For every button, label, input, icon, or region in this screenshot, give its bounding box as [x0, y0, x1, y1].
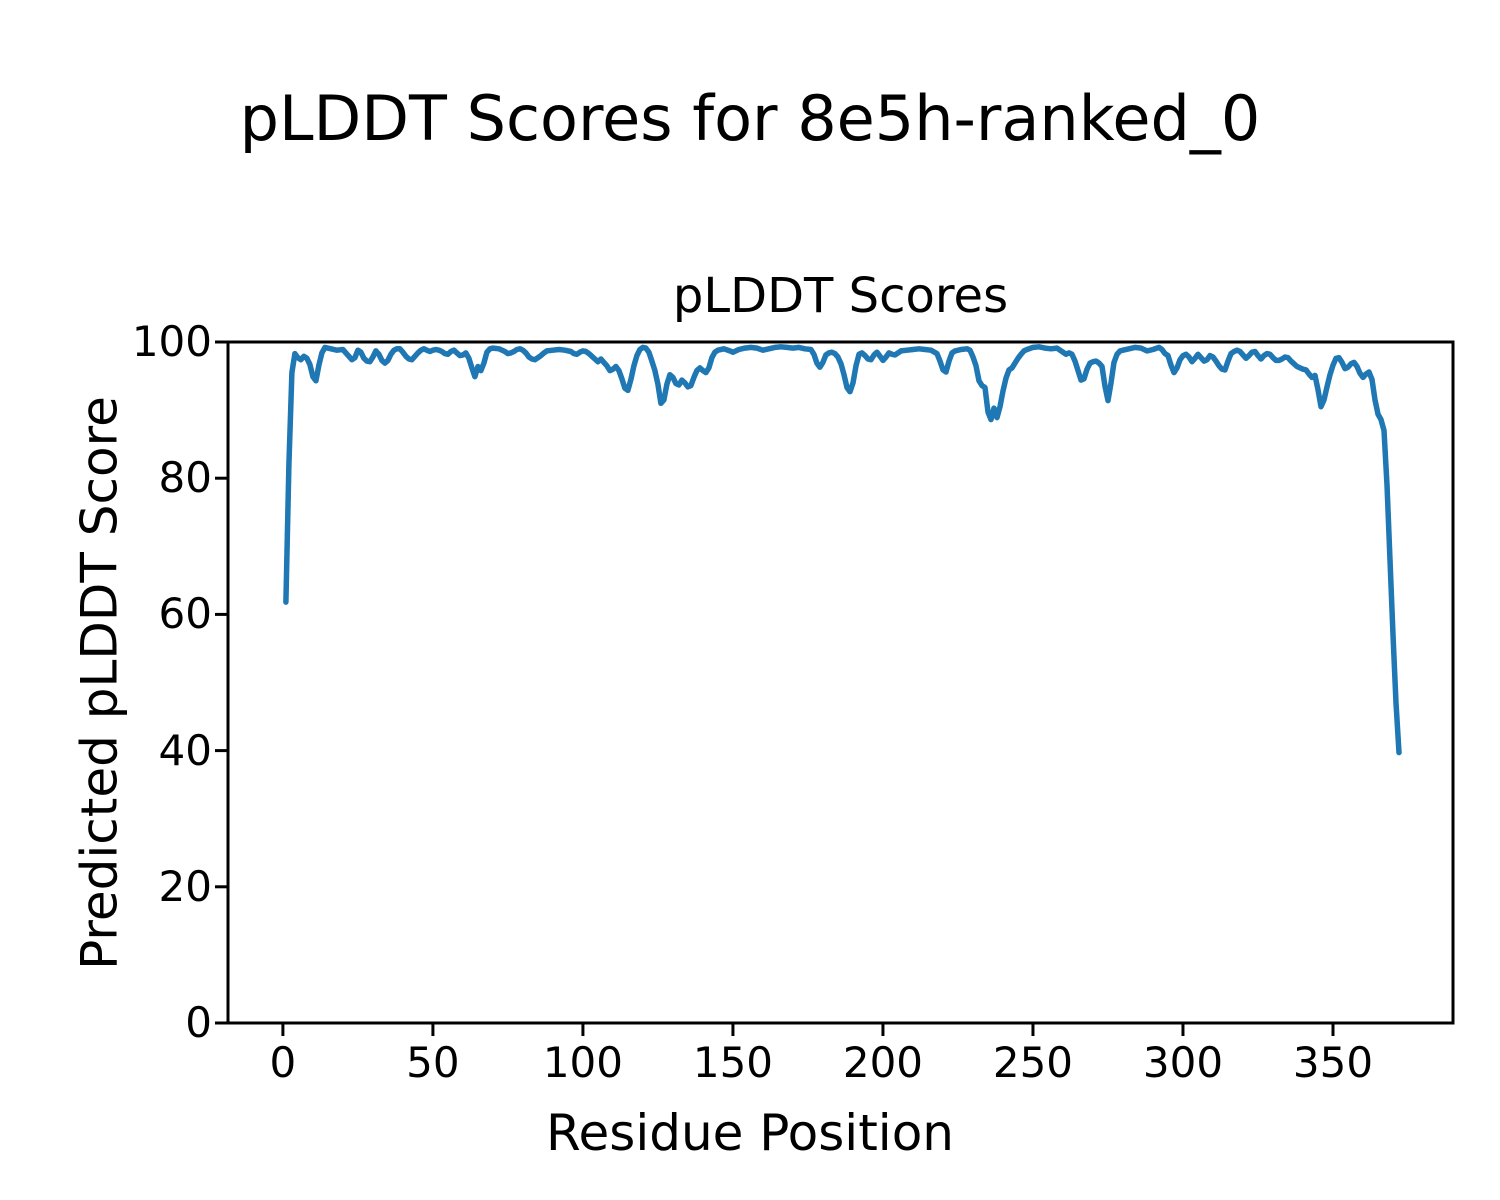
plot-border: [226, 340, 1455, 1025]
x-tick-label: 0: [269, 1038, 297, 1087]
y-tick-label: 0: [185, 998, 212, 1047]
y-tick-label: 80: [158, 453, 212, 503]
x-tick-label: 350: [1292, 1038, 1374, 1087]
x-tick-label: 150: [692, 1038, 774, 1087]
x-tick-label: 50: [406, 1038, 460, 1087]
x-tick-label: 250: [992, 1038, 1074, 1087]
plddt-line: [283, 344, 1402, 756]
x-axis-label: Residue Position: [546, 1104, 954, 1162]
x-tick-label: 200: [842, 1038, 924, 1087]
y-tick-label: 100: [131, 317, 212, 366]
y-tick-label: 60: [158, 589, 212, 639]
axes-title: pLDDT Scores: [672, 268, 1009, 324]
figure-title: pLDDT Scores for 8e5h-ranked_0: [239, 82, 1261, 155]
x-tick-label: 300: [1142, 1038, 1224, 1087]
y-tick-label: 20: [158, 861, 212, 911]
x-tick-label: 100: [542, 1038, 624, 1087]
y-tick-label: 40: [158, 725, 212, 775]
